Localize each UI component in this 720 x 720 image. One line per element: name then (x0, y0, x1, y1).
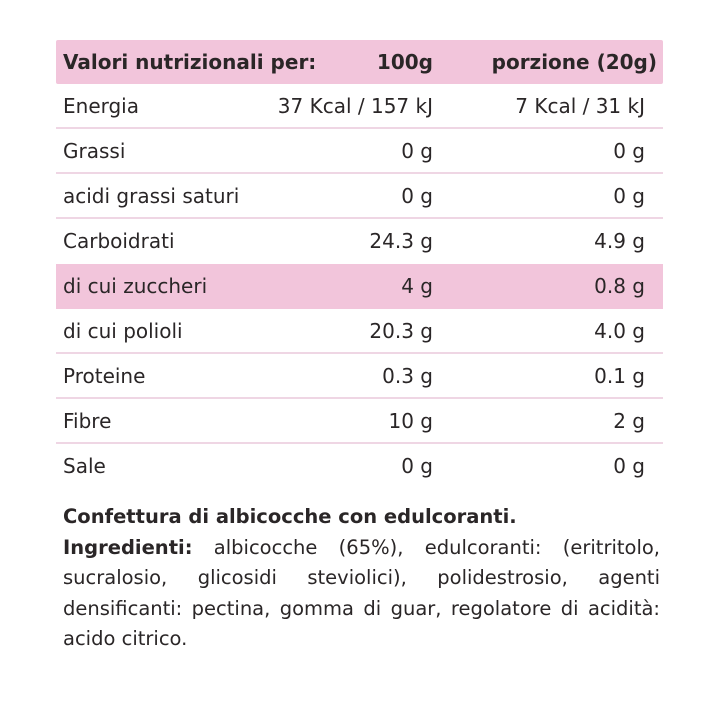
table-header-row: Valori nutrizionali per: 100g porzione (… (56, 40, 663, 84)
row-value-100g: 0 g (401, 184, 433, 208)
header-per-portion: porzione (20g) (491, 50, 657, 74)
row-value-100g: 0 g (401, 139, 433, 163)
row-value-portion: 0.8 g (594, 274, 645, 298)
description-block: Confettura di albicocche con edulcoranti… (63, 502, 660, 655)
row-label: Energia (63, 94, 139, 118)
table-row: Energia 37 Kcal / 157 kJ 7 Kcal / 31 kJ (56, 84, 663, 129)
header-label: Valori nutrizionali per: (63, 50, 317, 74)
row-label: Fibre (63, 409, 112, 433)
table-row: Grassi 0 g 0 g (56, 129, 663, 174)
row-value-portion: 4.0 g (594, 319, 645, 343)
row-value-100g: 10 g (388, 409, 433, 433)
row-label: Carboidrati (63, 229, 175, 253)
ingredients-paragraph: Ingredienti: albicocche (65%), edulcoran… (63, 533, 660, 655)
ingredients-label: Ingredienti: (63, 535, 193, 559)
row-value-100g: 20.3 g (369, 319, 433, 343)
product-title: Confettura di albicocche con edulcoranti… (63, 505, 517, 528)
row-value-100g: 0.3 g (382, 364, 433, 388)
row-value-100g: 0 g (401, 454, 433, 478)
row-value-portion: 0 g (613, 139, 645, 163)
row-value-100g: 24.3 g (369, 229, 433, 253)
row-label: di cui zuccheri (63, 274, 208, 298)
table-row: Sale 0 g 0 g (56, 444, 663, 489)
row-label: Sale (63, 454, 106, 478)
row-value-portion: 0 g (613, 454, 645, 478)
nutrition-table: Valori nutrizionali per: 100g porzione (… (56, 40, 663, 489)
table-row: di cui zuccheri 4 g 0.8 g (56, 264, 663, 309)
table-row: di cui polioli 20.3 g 4.0 g (56, 309, 663, 354)
row-value-portion: 4.9 g (594, 229, 645, 253)
ingredients-text: albicocche (65%), edulcoranti: (eritrito… (63, 535, 660, 651)
row-value-portion: 0.1 g (594, 364, 645, 388)
table-row: Carboidrati 24.3 g 4.9 g (56, 219, 663, 264)
table-row: acidi grassi saturi 0 g 0 g (56, 174, 663, 219)
table-row: Proteine 0.3 g 0.1 g (56, 354, 663, 399)
header-per-100g: 100g (376, 50, 433, 74)
row-value-portion: 0 g (613, 184, 645, 208)
row-value-100g: 37 Kcal / 157 kJ (277, 94, 433, 118)
row-value-portion: 2 g (613, 409, 645, 433)
row-label: di cui polioli (63, 319, 183, 343)
table-body: Energia 37 Kcal / 157 kJ 7 Kcal / 31 kJ Gra… (56, 84, 663, 489)
row-label: acidi grassi saturi (63, 184, 240, 208)
row-value-100g: 4 g (401, 274, 433, 298)
row-label: Grassi (63, 139, 126, 163)
row-label: Proteine (63, 364, 146, 388)
table-row: Fibre 10 g 2 g (56, 399, 663, 444)
row-value-portion: 7 Kcal / 31 kJ (515, 94, 645, 118)
